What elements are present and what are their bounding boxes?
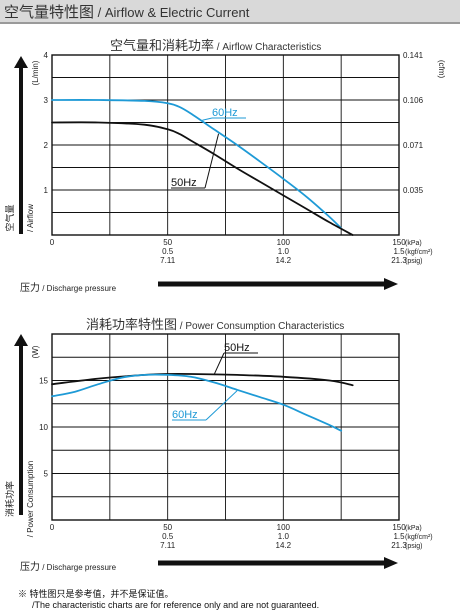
chart1-ytick-right-label: 0.071 — [403, 141, 424, 150]
chart1-ytick-right-label: 0.106 — [403, 96, 424, 105]
chart2-xtick-kpa: 100 — [277, 523, 291, 532]
chart1-series-60Hz-label: 60Hz — [212, 107, 238, 119]
chart1-xunit-1: (kgf/cm²) — [405, 249, 433, 256]
chart1-xtick-kpa: 0 — [50, 238, 55, 247]
chart2-x-arrow-shaft — [158, 560, 386, 566]
airflow-chart: 空气量 / Airflow (L/min) (cfm) 1 2 3 4 0.035 0.071 0.… — [4, 51, 446, 290]
chart1-y-arrow-shaft — [19, 66, 23, 234]
chart2-xtick-psig: 7.11 — [160, 541, 176, 550]
chart2-series-60Hz-label: 60Hz — [172, 409, 198, 421]
chart1-ytick-label: 1 — [44, 186, 49, 195]
chart1-xtick-psig: 7.11 — [160, 256, 176, 265]
chart2-series-60Hz-line — [51, 373, 343, 432]
chart2-title: 消耗功率特性图 / Power Consumption Characterist… — [86, 314, 344, 333]
chart1-xlabel: 压力 / Discharge pressure — [20, 279, 116, 294]
chart2-series-50Hz-label: 50Hz — [224, 342, 250, 354]
chart1-title-en: / Airflow Characteristics — [214, 42, 322, 53]
chart2-ytick-label: 10 — [39, 423, 48, 432]
chart2-y-arrow-shaft — [19, 344, 23, 515]
section-title-en: / Airflow & Electric Current — [94, 5, 250, 20]
chart2-xtick-kpa: 50 — [163, 523, 172, 532]
chart2-xlabel-en: / Discharge pressure — [40, 563, 117, 572]
chart2-xlabel-cn: 压力 — [20, 562, 40, 573]
chart2-title-en: / Power Consumption Characteristics — [177, 321, 345, 332]
chart2-xunit-0: (kPa) — [405, 525, 422, 532]
footnote-cn: ※ 特性图只是参考值，并不是保证值。 — [18, 589, 174, 599]
chart1-title-cn: 空气量和消耗功率 — [110, 38, 215, 53]
chart1-xunit-2: (psig) — [405, 258, 423, 265]
chart1-ytick-right-label: 0.035 — [403, 186, 424, 195]
chart2-xtick-psig: 21.3 — [391, 541, 407, 550]
chart1-xtick-psig: 14.2 — [276, 256, 292, 265]
chart2-ylabel-cn: 消耗功率 — [4, 481, 15, 517]
chart2-xtick-psig: 14.2 — [276, 541, 292, 550]
chart1-series-50Hz-leader — [204, 133, 220, 189]
chart1-xlabel-cn: 压力 — [20, 283, 40, 294]
chart1-xtick-psig: 21.3 — [391, 256, 407, 265]
chart2-title-cn: 消耗功率特性图 — [86, 317, 178, 332]
footnote-en: /The characteristic charts are for refer… — [32, 600, 320, 610]
chart1-series-60Hz-line — [51, 99, 343, 230]
chart1-xtick-kpa: 150 — [392, 238, 406, 247]
chart2-xunit-1: (kgf/cm²) — [405, 534, 433, 541]
chart2-xlabel: 压力 / Discharge pressure — [20, 558, 116, 573]
section-title: 空气量特性图 / Airflow & Electric Current — [4, 1, 249, 22]
chart2-xtick-kpa: 0 — [50, 523, 55, 532]
chart1-xtick-kgf: 0.5 — [162, 247, 174, 256]
chart1-yunit-right: (cfm) — [437, 60, 446, 79]
chart1-y-arrow-head — [14, 56, 28, 68]
chart1-x-arrow-shaft — [158, 281, 386, 287]
chart2-xtick-kpa: 150 — [392, 523, 406, 532]
chart2-frame — [51, 333, 400, 521]
chart1-ytick-right-label: 0.141 — [403, 51, 424, 60]
chart1-x-arrow-head — [384, 278, 398, 290]
chart1-series-60Hz-leader — [202, 117, 213, 121]
chart2-yunit-left: (W) — [31, 345, 40, 358]
chart2-series-50Hz-leader — [213, 352, 225, 376]
chart2-xtick-kgf: 1.5 — [393, 532, 405, 541]
chart1-ytick-label: 2 — [44, 141, 49, 150]
chart2-xtick-kgf: 0.5 — [162, 532, 174, 541]
chart1-xtick-kpa: 100 — [277, 238, 291, 247]
chart1-title: 空气量和消耗功率 / Airflow Characteristics — [110, 35, 321, 54]
chart2-y-arrow-head — [14, 334, 28, 346]
chart1-ylabel-cn: 空气量 — [4, 204, 15, 231]
chart1-series-50Hz-line — [51, 121, 354, 236]
section-header: 空气量特性图 / Airflow & Electric Current — [0, 0, 460, 22]
chart1-xlabel-en: / Discharge pressure — [40, 284, 117, 293]
chart2-series-60Hz-leader — [205, 390, 238, 421]
chart2-ylabel-en: / Power Consumption — [26, 461, 35, 537]
chart1-xtick-kgf: 1.5 — [393, 247, 405, 256]
chart1-ytick-label: 4 — [44, 51, 49, 60]
chart1-frame — [51, 54, 400, 236]
chart2-xtick-kgf: 1.0 — [278, 532, 290, 541]
chart2-x-arrow-head — [384, 557, 398, 569]
chart1-ylabel-en: / Airflow — [26, 204, 35, 232]
chart2-series-50Hz-line — [51, 372, 354, 387]
section-title-cn: 空气量特性图 — [4, 4, 95, 21]
chart1-xtick-kgf: 1.0 — [278, 247, 290, 256]
chart1-xunit-0: (kPa) — [405, 240, 422, 247]
chart1-yunit-left: (L/min) — [31, 60, 40, 85]
chart2-ytick-label: 15 — [39, 377, 48, 386]
chart2-ytick-label: 5 — [44, 470, 49, 479]
chart1-xtick-kpa: 50 — [163, 238, 172, 247]
header-divider — [0, 22, 460, 24]
chart2-xunit-2: (psig) — [405, 543, 423, 550]
chart1-series-50Hz-label: 50Hz — [171, 177, 197, 189]
chart1-ytick-label: 3 — [44, 96, 49, 105]
